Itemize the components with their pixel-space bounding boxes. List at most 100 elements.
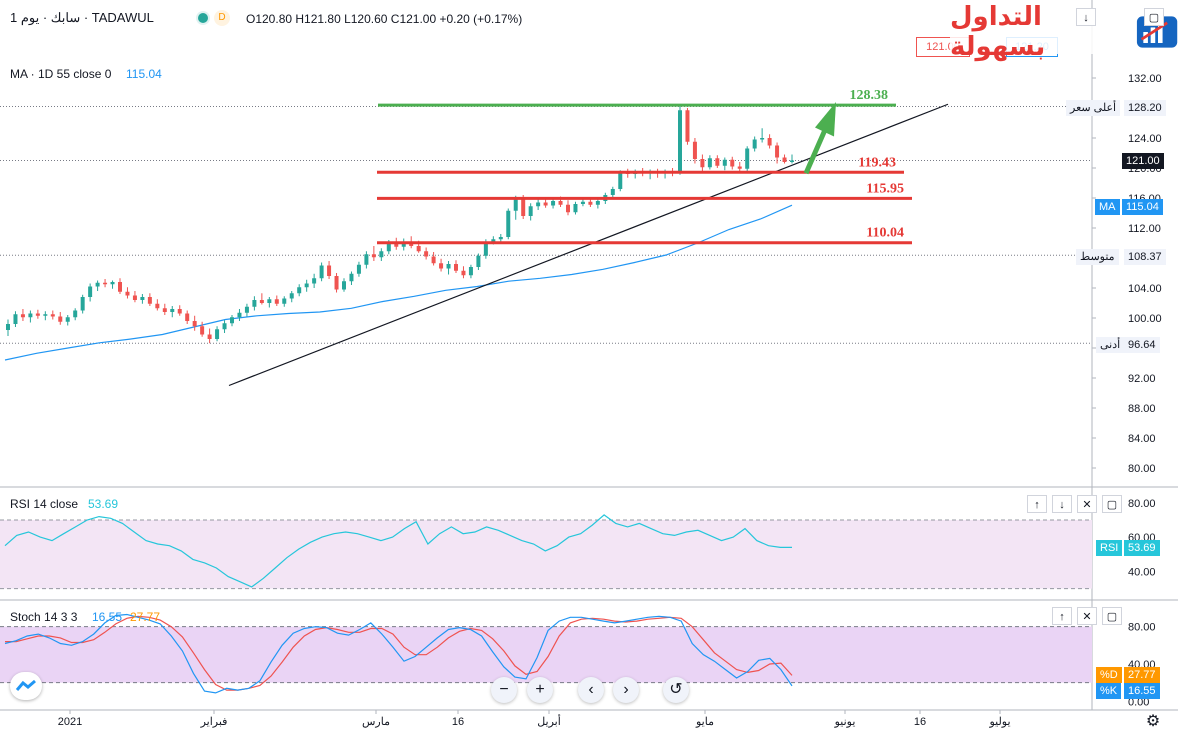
candle-body — [618, 172, 623, 189]
stoch-k-value: 16.55 — [92, 610, 123, 624]
d-label-tag: %D — [1096, 667, 1122, 683]
candle-body — [162, 308, 167, 312]
candle-body — [394, 243, 399, 247]
rsi-move-down-button[interactable]: ↓ — [1052, 495, 1072, 513]
rsi-tick-label: 80.00 — [1128, 498, 1156, 510]
tradingview-logo-icon[interactable] — [10, 672, 42, 700]
candle-body — [767, 138, 772, 146]
candle-body — [685, 110, 690, 142]
k-value-tag: 16.55 — [1124, 683, 1160, 699]
candle-body — [461, 270, 466, 276]
symbol-title: سابك · يوم 1 · TADAWUL — [10, 10, 154, 25]
candle-body — [35, 313, 40, 316]
candle-body — [760, 138, 765, 140]
ma-value-tag: 115.04 — [1122, 199, 1163, 215]
stoch-tick-label: 80.00 — [1128, 622, 1156, 634]
candle-body — [454, 264, 458, 271]
candle-body — [790, 160, 794, 162]
scroll-right-button[interactable]: › — [613, 677, 639, 703]
candle-body — [558, 201, 563, 205]
candle-body — [13, 314, 18, 324]
candle-body — [498, 237, 503, 240]
rsi-line — [4, 514, 792, 588]
target-arrow-head — [815, 102, 836, 137]
candle-body — [282, 298, 287, 304]
rsi-value: 53.69 — [88, 497, 119, 511]
time-tick-label: 16 — [914, 716, 926, 728]
settings-gear-icon[interactable]: ⚙ — [1145, 713, 1161, 730]
candle-body — [678, 110, 682, 173]
time-tick-label: 16 — [452, 716, 464, 728]
ma-value: 115.04 — [126, 67, 162, 81]
candle-body — [50, 314, 55, 317]
green-dot-icon — [198, 13, 208, 23]
candle-body — [155, 303, 160, 309]
stoch-tick-label: 0.00 — [1128, 696, 1149, 708]
candle-body — [349, 273, 354, 282]
candle-body — [185, 313, 190, 321]
candle-body — [513, 198, 518, 211]
candle-body — [132, 295, 137, 300]
reset-chart-button[interactable]: ↺ — [663, 677, 689, 703]
price-tick-label: 100.00 — [1128, 313, 1162, 325]
price-tick-label: 88.00 — [1128, 403, 1156, 415]
candle-body — [722, 159, 727, 166]
rsi-band — [0, 520, 1092, 589]
rsi-maximize-button[interactable]: ▢ — [1102, 495, 1122, 513]
candle-body — [416, 246, 421, 252]
high-value-tag: 128.20 — [1124, 100, 1166, 116]
ma-title: MA · 1D 55 close 0 — [10, 67, 112, 81]
candle-body — [274, 299, 279, 304]
candle-body — [737, 166, 742, 169]
level-label: 110.04 — [866, 226, 904, 241]
maximize-pane-button[interactable]: ▢ — [1144, 8, 1164, 26]
candle-body — [103, 282, 108, 285]
stoch-k-line — [4, 613, 793, 694]
candle-body — [237, 312, 242, 318]
candle-body — [566, 204, 570, 213]
candle-body — [289, 293, 294, 299]
candle-body — [88, 286, 93, 297]
candle-body — [431, 256, 436, 264]
logo-text: التداول بسهولة — [950, 2, 1046, 62]
k-label-tag: %K — [1096, 683, 1122, 699]
candle-body — [782, 157, 787, 162]
rsi-tick-label: 40.00 — [1128, 566, 1156, 578]
high-label: أعلى سعر — [1066, 100, 1121, 116]
collapse-pane-button[interactable]: ↓ — [1076, 8, 1096, 26]
scroll-left-button[interactable]: ‹ — [578, 677, 604, 703]
rsi-move-up-button[interactable]: ↑ — [1027, 495, 1047, 513]
candle-body — [140, 297, 145, 300]
candle-body — [80, 297, 85, 311]
candle-body — [491, 239, 496, 242]
candle-body — [147, 297, 152, 304]
rsi-close-button[interactable]: ✕ — [1077, 495, 1097, 513]
candle-body — [244, 306, 249, 313]
candle-body — [745, 148, 750, 169]
candle-body — [483, 241, 488, 256]
level-label: 115.95 — [866, 181, 904, 196]
candle-body — [692, 141, 697, 159]
zoom-in-button[interactable]: + — [527, 677, 553, 703]
zoom-out-button[interactable]: − — [491, 677, 517, 703]
stoch-d-value: 27.77 — [130, 610, 161, 624]
level-label: 119.43 — [858, 155, 896, 170]
candle-body — [334, 276, 339, 290]
stoch-move-up-button[interactable]: ↑ — [1052, 607, 1072, 625]
interval-badge[interactable]: D — [214, 10, 230, 26]
candle-body — [192, 321, 197, 327]
candle-body — [356, 264, 361, 274]
price-tick-label: 84.00 — [1128, 433, 1156, 445]
stoch-title: Stoch 14 3 3 — [10, 610, 78, 624]
candle-body — [215, 329, 220, 339]
candle-body — [327, 265, 332, 276]
candle-body — [73, 310, 78, 318]
stoch-close-button[interactable]: ✕ — [1077, 607, 1097, 625]
stoch-maximize-button[interactable]: ▢ — [1102, 607, 1122, 625]
rsi-title: RSI 14 close — [10, 497, 79, 511]
candle-body — [319, 265, 324, 279]
candle-body — [230, 317, 234, 324]
level-label: 128.38 — [850, 88, 889, 103]
candle-body — [20, 314, 25, 318]
